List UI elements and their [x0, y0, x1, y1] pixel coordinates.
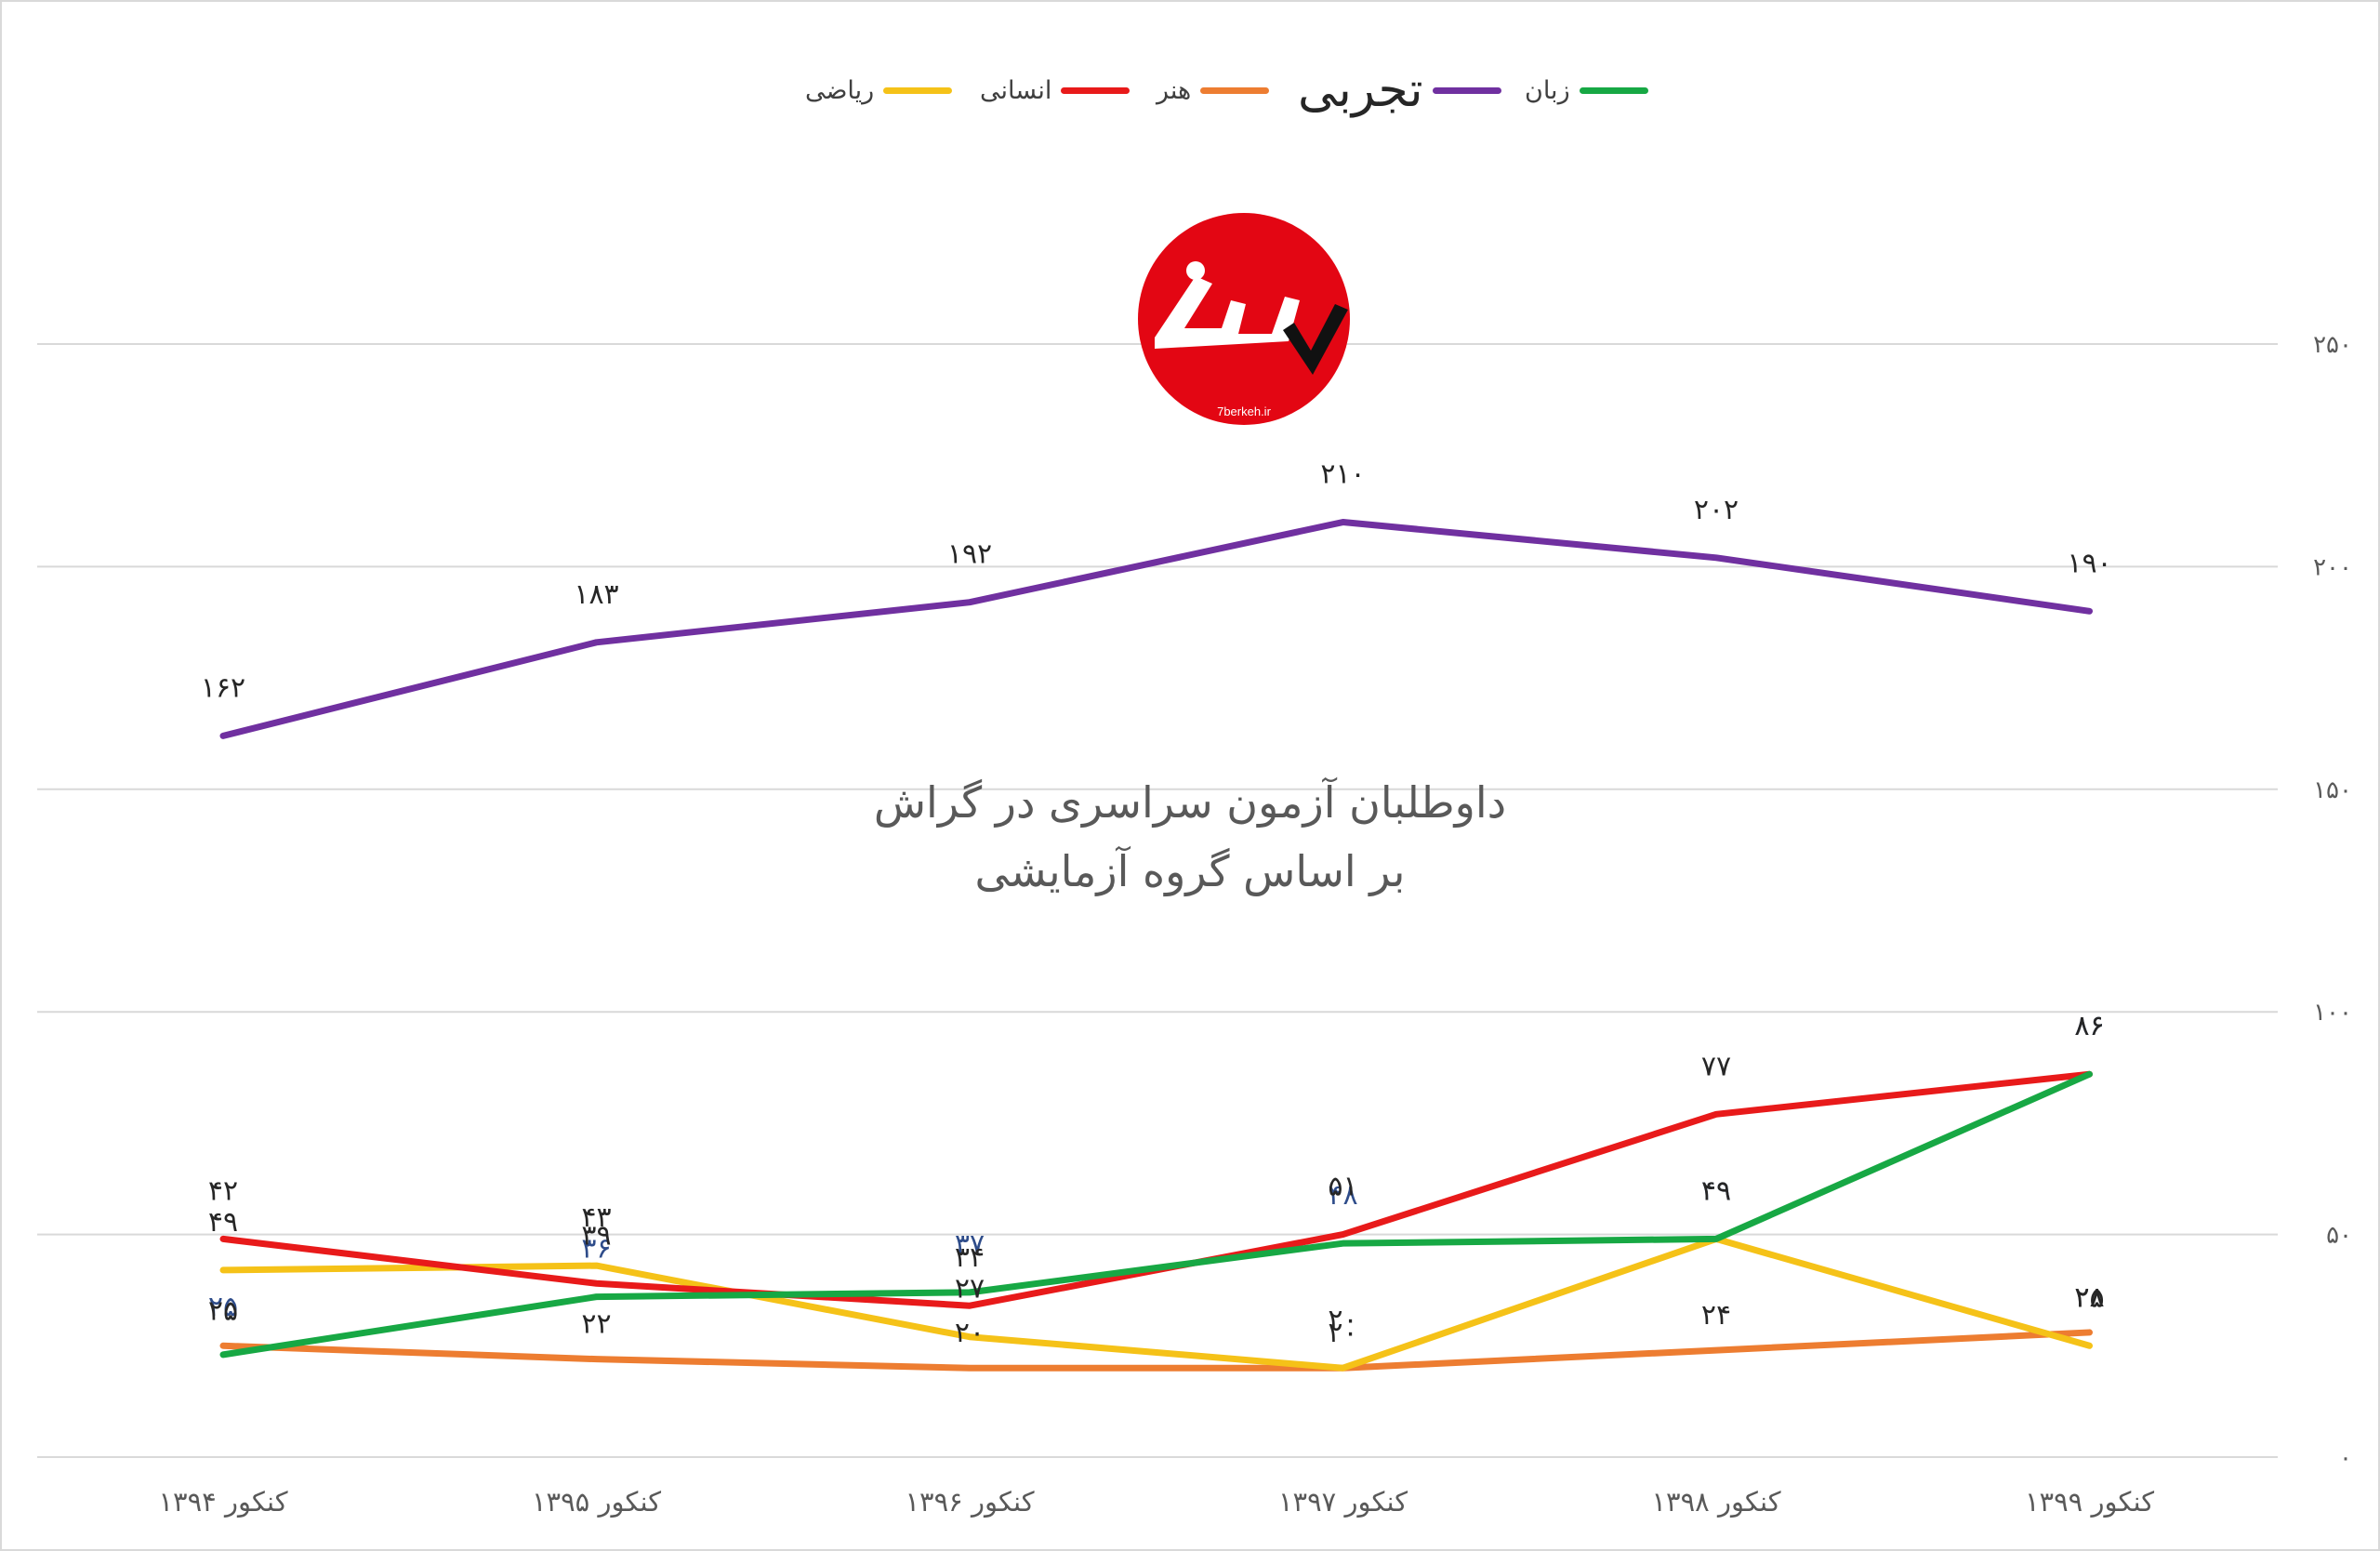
- data-label: ۴۹: [208, 1206, 238, 1239]
- x-tick-label: کنکور ۱۳۹۶: [905, 1486, 1034, 1518]
- data-label: ۴۸: [1328, 1179, 1357, 1212]
- data-label: ۲۰: [955, 1317, 985, 1349]
- data-label: ۲۱۰: [1320, 458, 1365, 491]
- legend-label-language: زبان: [1525, 75, 1570, 105]
- x-tick-label: کنکور ۱۳۹۸: [1651, 1486, 1780, 1518]
- data-label: ۲۷: [955, 1273, 985, 1306]
- data-label: ۳۴: [955, 1241, 985, 1274]
- data-label: ۷۷: [1701, 1050, 1731, 1082]
- logo-check: [1283, 304, 1348, 375]
- legend-item-math[interactable]: ریاضی: [805, 67, 953, 113]
- data-label: ۲۵: [2074, 1281, 2104, 1314]
- y-tick-label: ۱۵۰: [2313, 776, 2352, 804]
- data-label: ۱۶۲: [201, 671, 245, 704]
- y-tick-label: ۰: [2339, 1444, 2352, 1472]
- chart-title-line-2: بر اساس گروه آزمایشی: [974, 846, 1406, 896]
- x-tick-label: کنکور ۱۳۹۴: [158, 1486, 287, 1518]
- series-line: [219, 1070, 2093, 1359]
- legend-item-humanities[interactable]: انسانی: [980, 67, 1130, 113]
- data-label: ۸۶: [2074, 1010, 2104, 1042]
- y-tick-label: ۲۵۰: [2313, 331, 2352, 359]
- data-label: ۴۹: [1701, 1174, 1731, 1207]
- legend-label-experimental: تجربی: [1298, 62, 1423, 118]
- data-label: ۴۹: [1701, 1174, 1731, 1207]
- legend-swatch-art: [1200, 86, 1270, 94]
- series-line: [219, 1235, 2093, 1372]
- data-label: ۲۰۲: [1694, 494, 1739, 526]
- legend-label-math: ریاضی: [805, 75, 875, 105]
- legend-swatch-experimental: [1432, 86, 1501, 94]
- legend-item-art[interactable]: هنر: [1157, 67, 1270, 113]
- series-line: [219, 519, 2093, 739]
- data-label: ۱۹۰: [2067, 547, 2111, 579]
- legend-item-experimental[interactable]: تجربی: [1298, 62, 1501, 118]
- chart-title-line-1: داوطلبان آزمون سراسری در گراش: [873, 777, 1507, 828]
- legend-label-humanities: انسانی: [980, 75, 1052, 105]
- logo-caption: 7berkeh.ir: [1217, 404, 1271, 418]
- data-label: ۲۵: [208, 1291, 238, 1323]
- data-label: ۲۰: [1328, 1317, 1357, 1349]
- logo-dome: [1186, 261, 1205, 280]
- x-tick-label: کنکور ۱۳۹۹: [2025, 1486, 2154, 1518]
- data-label: ۳۶: [581, 1233, 611, 1266]
- y-tick-label: ۵۰: [2326, 1222, 2352, 1250]
- data-label: ۲۸: [2074, 1281, 2104, 1314]
- x-tick-label: کنکور ۱۳۹۵: [532, 1486, 661, 1518]
- legend: زبان تجربی هنر انسانی ریاضی: [0, 62, 2380, 118]
- data-label: ۳۷: [955, 1228, 985, 1261]
- logo-mark: [1155, 276, 1300, 349]
- legend-item-language[interactable]: زبان: [1525, 67, 1648, 113]
- legend-swatch-language: [1579, 86, 1648, 94]
- legend-swatch-humanities: [1061, 86, 1130, 94]
- data-label: ۱۹۲: [947, 538, 992, 571]
- data-label: ۱۸۳: [574, 578, 618, 611]
- data-label: ۲۰: [1328, 1304, 1357, 1336]
- legend-swatch-math: [883, 86, 953, 94]
- series-line: [219, 1329, 2093, 1372]
- data-label: ۲۲: [581, 1308, 611, 1341]
- legend-label-art: هنر: [1157, 75, 1192, 105]
- data-label: ۲۴: [1701, 1299, 1731, 1332]
- y-tick-label: ۲۰۰: [2313, 553, 2352, 581]
- data-label: ۵۱: [1328, 1171, 1357, 1203]
- data-label: ۸۶: [2074, 1010, 2104, 1042]
- data-label: ۴۲: [208, 1174, 238, 1207]
- logo: 7berkeh.ir: [1138, 213, 1350, 425]
- data-label: ۲۵: [208, 1294, 238, 1327]
- data-label: ۴۳: [581, 1201, 611, 1234]
- x-tick-label: کنکور ۱۳۹۷: [1278, 1486, 1408, 1518]
- y-tick-label: ۱۰۰: [2313, 999, 2352, 1027]
- data-label: ۳۹: [581, 1219, 611, 1252]
